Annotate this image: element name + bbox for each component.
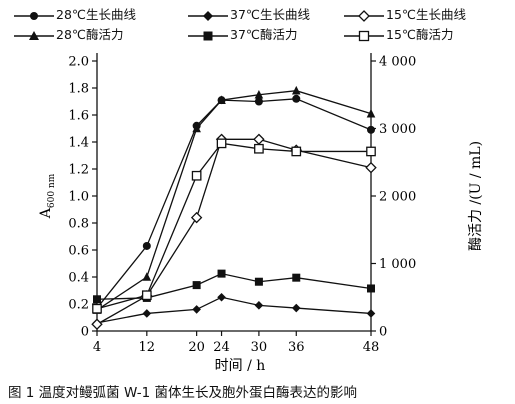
series-3 bbox=[92, 85, 376, 314]
x-tick-label: 24 bbox=[213, 340, 230, 355]
data-point bbox=[366, 108, 376, 118]
x-tick-label: 30 bbox=[251, 340, 268, 355]
data-point bbox=[291, 85, 301, 95]
y-left-tick-label: 1.8 bbox=[68, 82, 89, 97]
data-point bbox=[254, 143, 264, 154]
y-axis-left-label-main: A bbox=[38, 207, 54, 219]
series-line bbox=[96, 138, 372, 325]
figure-caption: 图 1 温度对鳗弧菌 W-1 菌体生长及胞外蛋白酶表达的影响 bbox=[8, 385, 358, 401]
series-line bbox=[96, 142, 371, 310]
chart-series bbox=[91, 85, 377, 330]
legend-marker-filled-circle-icon bbox=[14, 11, 54, 20]
y-left-tick-label: 0.4 bbox=[68, 271, 89, 286]
data-point bbox=[93, 295, 101, 304]
x-tick-label: 12 bbox=[139, 340, 156, 355]
legend-label: 37℃生长曲线 bbox=[230, 7, 310, 22]
y-left-tick-label: 0 bbox=[81, 325, 89, 340]
data-point bbox=[365, 161, 377, 174]
legend-label: 28℃酶活力 bbox=[56, 27, 124, 42]
data-point bbox=[142, 241, 151, 250]
y-left-tick-label: 1.0 bbox=[68, 190, 89, 205]
data-point bbox=[190, 211, 203, 224]
legend-item-28-enzyme: 28℃酶活力 bbox=[14, 24, 123, 43]
x-tick-label: 20 bbox=[188, 340, 205, 355]
data-point bbox=[291, 146, 302, 157]
chart-plot: 0 0.2 0.4 0.6 0.8 1.0 1.2 1.4 1.6 1.8 2.0 0 1 000 2 0… bbox=[38, 53, 484, 374]
legend-label: 15℃酶活力 bbox=[386, 27, 454, 42]
data-point bbox=[217, 269, 226, 278]
legend-item-15-enzyme: 15℃酶活力 bbox=[344, 24, 453, 43]
x-tick-label: 36 bbox=[288, 340, 305, 355]
series-line bbox=[96, 90, 372, 311]
legend-item-15-growth: 15℃生长曲线 bbox=[344, 4, 466, 23]
y-left-tick-label: 1.2 bbox=[68, 163, 89, 178]
legend-marker-open-square-icon bbox=[344, 30, 384, 41]
data-point bbox=[254, 89, 264, 99]
legend-label: 28℃生长曲线 bbox=[56, 7, 136, 22]
y-left-tick-label: 0.2 bbox=[68, 298, 89, 313]
series-0 bbox=[93, 94, 375, 313]
y-right-tick-label: 1 000 bbox=[379, 257, 416, 272]
data-point bbox=[216, 138, 227, 149]
legend: 28℃生长曲线 37℃生长曲线 15℃生长曲线 28℃酶活力 37℃酶活力 15… bbox=[6, 2, 515, 42]
y-right-tick-label: 2 000 bbox=[379, 190, 416, 205]
data-point bbox=[142, 272, 152, 281]
y-right-tick-label: 3 000 bbox=[379, 122, 416, 137]
y-left-tick-label: 0.6 bbox=[68, 244, 89, 259]
data-point bbox=[292, 273, 301, 282]
data-point bbox=[91, 318, 103, 330]
data-point bbox=[142, 309, 152, 318]
legend-item-37-growth: 37℃生长曲线 bbox=[188, 4, 310, 23]
legend-marker-filled-triangle-icon bbox=[14, 30, 54, 40]
data-point bbox=[192, 123, 201, 133]
data-point bbox=[292, 94, 301, 103]
y-axis-left-label: A600 nm bbox=[38, 173, 57, 219]
data-point bbox=[92, 303, 102, 314]
y-left-tick-label: 1.6 bbox=[68, 109, 89, 124]
legend-marker-open-diamond-icon bbox=[344, 9, 384, 22]
data-point bbox=[253, 133, 265, 146]
chart-ticks: 0 0.2 0.4 0.6 0.8 1.0 1.2 1.4 1.6 1.8 2.0 0 1 000 2 0… bbox=[68, 55, 416, 356]
series-line bbox=[96, 272, 372, 300]
legend-item-37-enzyme: 37℃酶活力 bbox=[188, 24, 297, 43]
y-left-tick-label: 0.8 bbox=[68, 217, 89, 232]
data-point bbox=[366, 146, 376, 157]
data-point bbox=[192, 305, 201, 314]
data-point bbox=[254, 301, 264, 310]
x-axis-label: 时间 / h bbox=[215, 358, 266, 374]
data-point bbox=[191, 170, 202, 181]
legend-marker-filled-square-icon bbox=[188, 31, 228, 40]
data-point bbox=[217, 292, 226, 302]
y-right-tick-label: 0 bbox=[379, 325, 387, 340]
y-left-tick-label: 2.0 bbox=[68, 55, 89, 70]
y-left-tick-label: 1.4 bbox=[68, 136, 89, 151]
data-point bbox=[254, 277, 263, 286]
data-point bbox=[254, 97, 263, 106]
y-right-tick-label: 4 000 bbox=[379, 55, 416, 70]
chart-axes bbox=[96, 53, 372, 332]
data-point bbox=[291, 303, 301, 313]
data-point bbox=[367, 284, 375, 293]
data-point bbox=[367, 125, 375, 134]
y-axis-left-label-sub: 600 nm bbox=[47, 173, 57, 208]
legend-marker-filled-diamond-icon bbox=[188, 10, 228, 21]
series-5 bbox=[92, 138, 376, 314]
x-tick-label: 48 bbox=[363, 340, 380, 355]
data-point bbox=[217, 95, 226, 104]
data-point bbox=[141, 290, 152, 301]
x-tick-label: 4 bbox=[93, 340, 101, 355]
data-point bbox=[366, 309, 376, 318]
y-axis-right-label: 酶活力 /(U / mL) bbox=[468, 141, 484, 251]
legend-label: 15℃生长曲线 bbox=[386, 7, 466, 22]
data-point bbox=[192, 281, 201, 290]
legend-label: 37℃酶活力 bbox=[230, 27, 298, 42]
legend-item-28-growth: 28℃生长曲线 bbox=[14, 4, 136, 23]
